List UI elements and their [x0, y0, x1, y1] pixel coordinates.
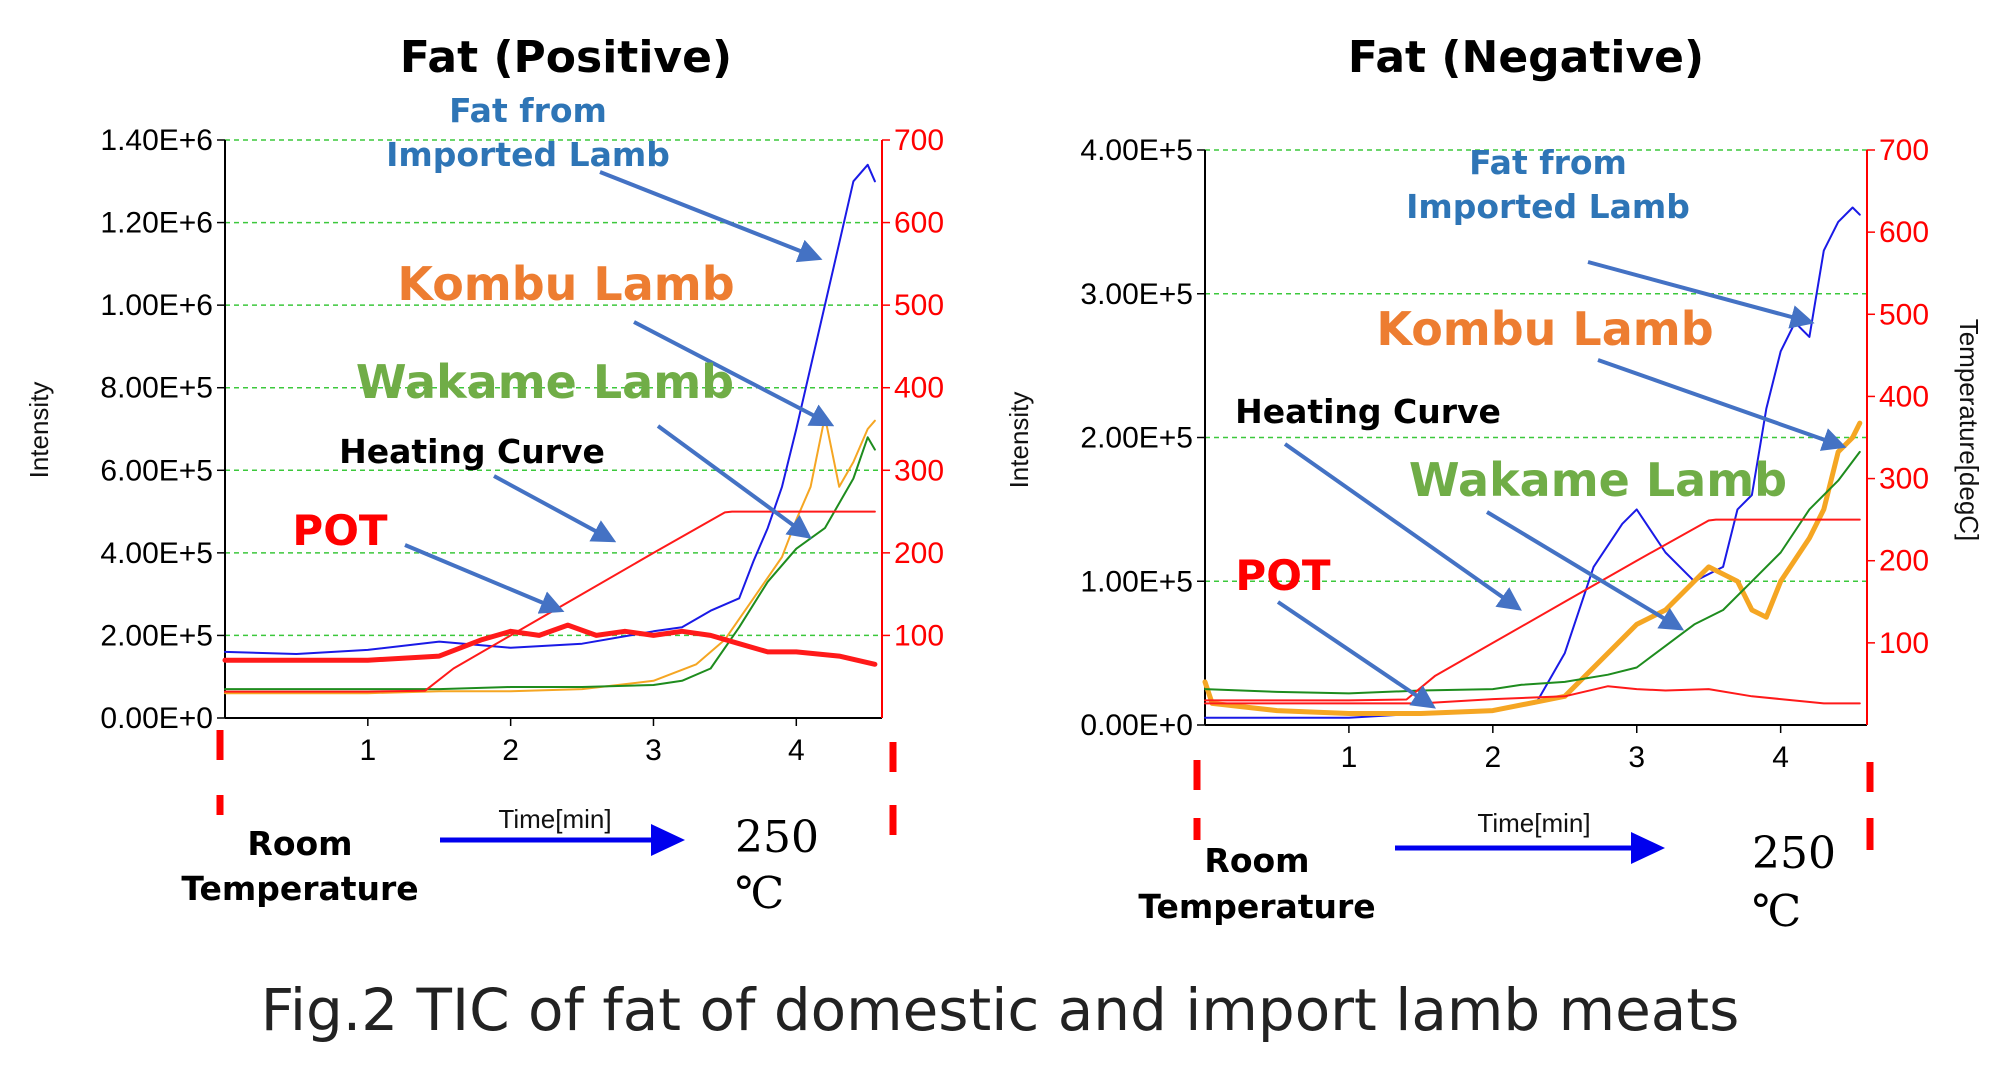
y-tick-label: 2.00E+5 — [100, 619, 213, 652]
series-line-pot — [222, 622, 878, 667]
y2-tick-label: 500 — [894, 289, 944, 322]
y-tick-label: 1.00E+5 — [1080, 565, 1193, 598]
y2-tick-label: 600 — [1879, 216, 1929, 249]
chart-title: Fat (Positive) — [400, 32, 732, 83]
annotation-pot: POT — [292, 506, 387, 555]
chart-fat-positive: Fat (Positive) 0.00E+0 2.00E+5 4.00E+5 6.00E… — [24, 32, 944, 919]
x-axis-label: Time[min] — [1477, 808, 1590, 838]
series-line-wakame — [224, 436, 876, 691]
annotation-arrow-pot — [404, 543, 565, 614]
y-axis-label: Intensity — [1004, 392, 1034, 489]
time-arrow-head — [1631, 832, 1665, 864]
x-axis-label: Time[min] — [498, 804, 611, 834]
x-tick-label: 3 — [645, 734, 662, 767]
x-tick-label: 1 — [1341, 741, 1358, 774]
y2-tick-label: 200 — [1879, 545, 1929, 578]
annotation-arrow-kombu — [1597, 358, 1847, 451]
annotation-pot: POT — [1235, 551, 1330, 600]
y-tick-label: 1.00E+6 — [100, 289, 213, 322]
y2-tick-label: 500 — [1879, 298, 1929, 331]
end-label: ℃ — [735, 868, 784, 919]
series-line-kombu — [1202, 420, 1863, 716]
start-label: Room — [247, 824, 352, 863]
series-line-kombu — [224, 415, 876, 695]
annotation-heating: Heating Curve — [339, 432, 605, 471]
annotation-kombu: Kombu Lamb — [1376, 302, 1713, 356]
annotation-imported: Fat from — [449, 91, 607, 130]
annotation-arrow-kombu — [633, 320, 835, 427]
annotation-imported: Fat from — [1469, 143, 1627, 182]
annotation-kombu: Kombu Lamb — [397, 257, 734, 311]
y-tick-label: 4.00E+5 — [100, 537, 213, 570]
annotation-arrow-pot — [1276, 600, 1436, 709]
time-arrow-head — [651, 824, 685, 856]
x-tick-label: 2 — [502, 734, 519, 767]
y-tick-label: 1.40E+6 — [100, 124, 213, 157]
chart-title: Fat (Negative) — [1348, 32, 1704, 83]
y2-tick-label: 700 — [894, 124, 944, 157]
start-label: Room — [1204, 841, 1309, 880]
y-tick-label: 4.00E+5 — [1080, 134, 1193, 167]
series-line-imported — [224, 163, 876, 655]
y2-axis-label: Temperature[degC] — [1954, 319, 1984, 542]
annotation-arrow-imported — [599, 170, 823, 263]
series-line-heating — [1204, 518, 1861, 702]
y2-tick-label: 100 — [1879, 627, 1929, 660]
end-label: 250 — [1752, 828, 1836, 879]
annotation-arrow-heating — [1283, 442, 1522, 611]
y-tick-label: 3.00E+5 — [1080, 278, 1193, 311]
start-label: Temperature — [181, 869, 418, 908]
end-label: ℃ — [1752, 886, 1801, 937]
annotation-arrow-imported — [1587, 260, 1815, 329]
y2-tick-label: 300 — [894, 454, 944, 487]
x-tick-label: 1 — [359, 734, 376, 767]
figure-caption: Fig.2 TIC of fat of domestic and import … — [261, 976, 1740, 1044]
y-tick-label: 0.00E+0 — [1080, 709, 1193, 742]
annotation-imported: Imported Lamb — [1406, 187, 1690, 226]
x-tick-label: 4 — [1772, 741, 1789, 774]
y2-tick-label: 300 — [1879, 463, 1929, 496]
y-tick-label: 8.00E+5 — [100, 372, 213, 405]
x-tick-label: 4 — [788, 734, 805, 767]
y2-tick-label: 100 — [894, 619, 944, 652]
series-line-heating — [224, 510, 876, 693]
y-tick-label: 6.00E+5 — [100, 454, 213, 487]
y-axis-label: Intensity — [24, 382, 54, 479]
y2-tick-label: 600 — [894, 207, 944, 240]
x-tick-label: 2 — [1484, 741, 1501, 774]
series-line-wakame — [1204, 450, 1861, 695]
y2-tick-label: 200 — [894, 537, 944, 570]
x-tick-label: 3 — [1628, 741, 1645, 774]
y2-tick-label: 700 — [1879, 134, 1929, 167]
start-label: Temperature — [1138, 887, 1375, 926]
annotation-wakame: Wakame Lamb — [1409, 453, 1787, 507]
chart-fat-negative: Fat (Negative) 0.00E+0 1.00E+5 2.00E+5 3.00E… — [1004, 32, 1984, 937]
y-tick-label: 2.00E+5 — [1080, 422, 1193, 455]
end-label: 250 — [735, 812, 819, 863]
series-line-pot — [1204, 685, 1861, 705]
annotation-imported: Imported Lamb — [386, 135, 670, 174]
annotation-arrow-wakame — [1485, 510, 1685, 631]
y2-tick-label: 400 — [1879, 380, 1929, 413]
y-tick-label: 1.20E+6 — [100, 207, 213, 240]
annotation-heating: Heating Curve — [1235, 392, 1501, 431]
annotation-arrow-heating — [493, 474, 617, 543]
annotation-arrow-wakame — [656, 424, 812, 539]
y2-tick-label: 400 — [894, 372, 944, 405]
y-tick-label: 0.00E+0 — [100, 702, 213, 735]
annotation-wakame: Wakame Lamb — [356, 355, 734, 409]
